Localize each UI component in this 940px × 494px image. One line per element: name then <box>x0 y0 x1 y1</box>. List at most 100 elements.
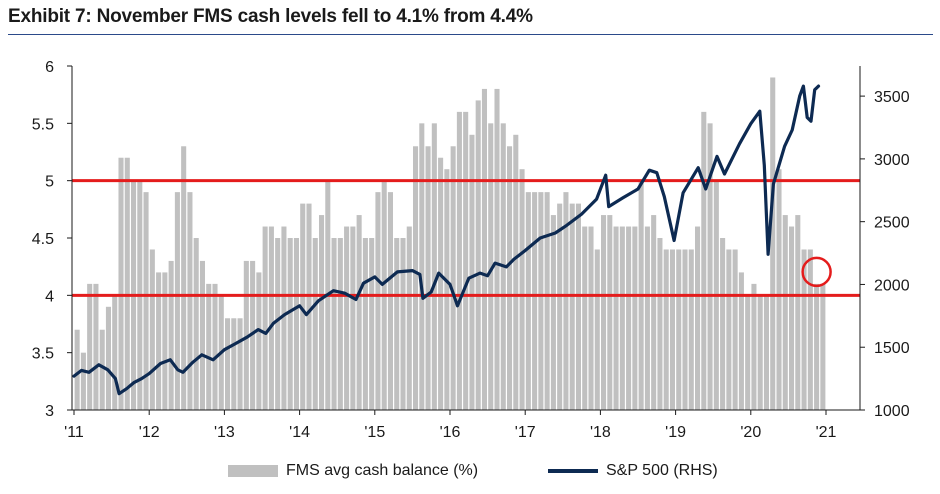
x-tick-label: '16 <box>440 424 461 441</box>
cash-bar <box>575 203 581 410</box>
cash-bar <box>413 146 419 410</box>
cash-bar <box>807 249 813 410</box>
cash-bar <box>494 88 500 411</box>
cash-bar <box>669 249 675 410</box>
cash-bar <box>193 238 199 410</box>
cash-bar <box>300 203 306 410</box>
cash-bar <box>601 215 607 410</box>
cash-bar <box>181 146 187 410</box>
cash-bar <box>557 203 563 410</box>
cash-bar <box>488 123 494 410</box>
cash-bar <box>250 260 256 410</box>
cash-bar <box>801 249 807 410</box>
sp500-line <box>72 84 821 396</box>
cash-bar <box>795 215 801 410</box>
cash-bar <box>262 226 268 410</box>
cash-bar <box>419 123 425 410</box>
cash-bar <box>688 249 694 410</box>
legend-swatch-line <box>548 469 598 473</box>
cash-bar <box>720 238 726 410</box>
cash-bar <box>707 123 713 410</box>
cash-bar <box>676 249 682 410</box>
x-tick-label: '19 <box>665 424 686 441</box>
legend-item-line: S&P 500 (RHS) <box>548 462 718 480</box>
x-tick-label: '13 <box>214 424 235 441</box>
cash-bar <box>356 215 362 410</box>
chart-plot: 3 3.5 4 4.5 5 5.5 6 1000 1500 2000 2500 3000 3500 '11… <box>32 59 910 441</box>
chart-title: Exhibit 7: November FMS cash levels fell… <box>8 6 533 27</box>
cash-bar <box>256 272 262 410</box>
cash-bar <box>438 157 444 410</box>
y-tick-label: 3.5 <box>32 346 54 363</box>
cash-bar <box>682 249 688 410</box>
cash-bar <box>431 123 437 410</box>
y-tick-label: 5 <box>45 174 54 191</box>
cash-bar <box>820 283 826 410</box>
cash-bar <box>519 169 525 410</box>
cash-bar <box>87 283 93 410</box>
cash-bar <box>657 238 663 410</box>
cash-bar <box>569 203 575 410</box>
cash-bar <box>394 238 400 410</box>
cash-bar <box>344 226 350 410</box>
threshold-layer <box>72 179 860 297</box>
cash-bar <box>738 272 744 410</box>
cash-bar <box>112 295 118 410</box>
cash-bar <box>532 192 538 410</box>
x-tick-label: '18 <box>590 424 611 441</box>
cash-bar <box>726 249 732 410</box>
cash-bar <box>613 226 619 410</box>
cash-bar <box>776 169 782 410</box>
cash-bar <box>237 318 243 410</box>
x-tick-label: '11 <box>64 424 84 441</box>
cash-bar <box>814 283 820 410</box>
y-tick-label: 3 <box>45 403 54 420</box>
cash-bar <box>306 203 312 410</box>
y-tick-label: 4 <box>45 288 54 305</box>
x-tick-label: '15 <box>364 424 385 441</box>
cash-bar <box>507 146 513 410</box>
cash-bar <box>174 192 180 410</box>
cash-bar <box>74 329 80 410</box>
x-tick-label: '14 <box>289 424 310 441</box>
cash-bar <box>525 192 531 410</box>
y2-tick-label: 3000 <box>874 152 910 169</box>
legend-item-bars: FMS avg cash balance (%) <box>228 462 478 480</box>
cash-bar <box>701 111 707 411</box>
cash-bar <box>456 111 462 411</box>
cash-bar <box>149 249 155 410</box>
cash-bar <box>782 215 788 410</box>
cash-bar <box>444 169 450 410</box>
cash-bar <box>312 238 318 410</box>
cash-bar <box>475 100 481 411</box>
cash-bar <box>588 226 594 410</box>
cash-bar <box>695 226 701 410</box>
cash-bar <box>199 260 205 410</box>
x-tick-label: '21 <box>816 424 837 441</box>
legend-label-bars: FMS avg cash balance (%) <box>286 462 479 479</box>
cash-bar <box>789 226 795 410</box>
cash-bar <box>663 249 669 410</box>
cash-bar <box>287 238 293 410</box>
y2-tick-label: 3500 <box>874 89 910 106</box>
cash-bar <box>406 226 412 410</box>
cash-bar <box>369 238 375 410</box>
bars-layer <box>74 77 826 411</box>
cash-bar <box>538 192 544 410</box>
y-tick-label: 6 <box>45 59 54 76</box>
cash-bar <box>563 192 569 410</box>
cash-bar <box>275 238 281 410</box>
cash-bar <box>513 134 519 411</box>
cash-bar <box>745 295 751 410</box>
ticks-layer: 3 3.5 4 4.5 5 5.5 6 1000 1500 2000 2500 3000 3500 '11… <box>32 59 910 441</box>
cash-bar <box>80 352 86 410</box>
cash-bar <box>770 77 776 410</box>
title-rule <box>8 34 933 35</box>
cash-bar <box>757 295 763 410</box>
y2-tick-label: 1500 <box>874 340 910 357</box>
cash-bar <box>337 238 343 410</box>
cash-bar <box>212 283 218 410</box>
cash-bar <box>99 329 105 410</box>
cash-bar <box>231 318 237 410</box>
y2-tick-label: 2000 <box>874 277 910 294</box>
